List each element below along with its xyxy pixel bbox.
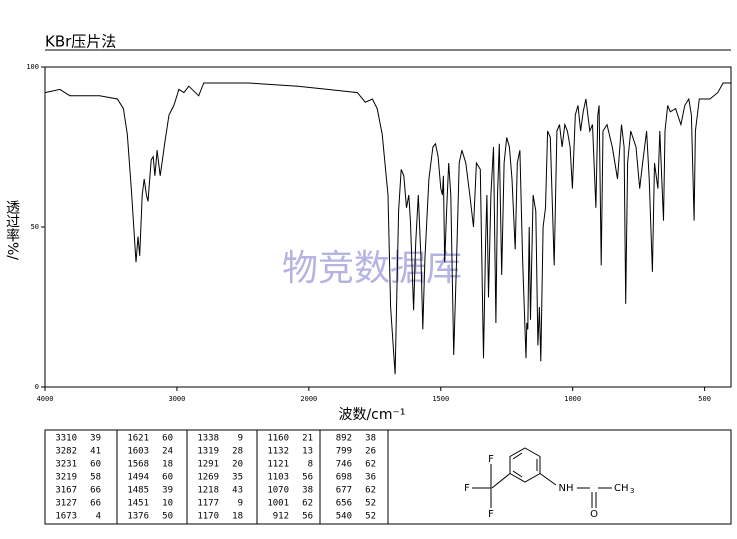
peak-transmittance: 60 [90, 460, 101, 470]
peak-wavenumber: 1001 [267, 499, 289, 509]
peak-transmittance: 36 [365, 473, 376, 483]
peak-wavenumber: 3127 [55, 499, 77, 509]
peak-transmittance: 35 [232, 473, 243, 483]
peak-transmittance: 38 [302, 486, 313, 496]
atom-label: CH [614, 483, 629, 494]
peak-wavenumber: 656 [336, 499, 352, 509]
x-tick-label: 4000 [37, 395, 54, 403]
peak-transmittance: 9 [238, 499, 243, 509]
bond [539, 473, 557, 486]
title: KBr压片法 [45, 33, 116, 51]
peak-transmittance: 62 [365, 460, 376, 470]
watermark: 物竞数据库 [282, 248, 462, 289]
peak-wavenumber: 892 [336, 434, 352, 444]
bond [491, 473, 511, 489]
peak-transmittance: 26 [365, 447, 376, 457]
peak-transmittance: 62 [365, 486, 376, 496]
peak-transmittance: 43 [232, 486, 243, 496]
peak-transmittance: 10 [162, 499, 173, 509]
peak-wavenumber: 1621 [127, 434, 149, 444]
peak-wavenumber: 1218 [197, 486, 219, 496]
peak-wavenumber: 1338 [197, 434, 219, 444]
peak-transmittance: 8 [308, 460, 313, 470]
peak-wavenumber: 1170 [197, 512, 219, 522]
spectrum-line [44, 82, 731, 375]
peak-transmittance: 66 [90, 486, 101, 496]
peak-transmittance: 18 [162, 460, 173, 470]
peak-wavenumber: 1132 [267, 447, 289, 457]
peak-wavenumber: 1103 [267, 473, 289, 483]
bond [512, 470, 523, 478]
peak-wavenumber: 677 [336, 486, 352, 496]
peak-wavenumber: 1070 [267, 486, 289, 496]
peak-transmittance: 56 [302, 473, 313, 483]
peak-transmittance: 60 [162, 434, 173, 444]
peak-wavenumber: 1291 [197, 460, 219, 470]
peak-transmittance: 58 [90, 473, 101, 483]
peak-wavenumber: 3167 [55, 486, 77, 496]
peak-wavenumber: 1603 [127, 447, 149, 457]
atom-label: F [464, 483, 470, 494]
x-tick-label: 2000 [300, 395, 317, 403]
peak-wavenumber: 1121 [267, 460, 289, 470]
atom-label: NH [559, 483, 574, 494]
atom-label: F [488, 454, 494, 465]
peak-wavenumber: 746 [336, 460, 352, 470]
bond [512, 452, 523, 460]
structure [472, 447, 612, 508]
ring [509, 447, 541, 483]
peak-transmittance: 50 [162, 512, 173, 522]
atom-subscript: 3 [630, 487, 634, 495]
peak-transmittance: 39 [162, 486, 173, 496]
peak-transmittance: 21 [302, 434, 313, 444]
x-axis-label: 波数/cm⁻¹ [338, 407, 405, 423]
peak-wavenumber: 540 [336, 512, 352, 522]
peak-wavenumber: 3310 [55, 434, 77, 444]
peak-wavenumber: 912 [273, 512, 289, 522]
peak-transmittance: 24 [162, 447, 173, 457]
peak-transmittance: 28 [232, 447, 243, 457]
x-tick-label: 3000 [168, 395, 185, 403]
peak-transmittance: 38 [365, 434, 376, 444]
y-tick-label: 0 [35, 383, 39, 391]
peak-wavenumber: 1319 [197, 447, 219, 457]
peak-wavenumber: 1451 [127, 499, 149, 509]
peak-transmittance: 39 [90, 434, 101, 444]
peak-wavenumber: 1376 [127, 512, 149, 522]
peak-wavenumber: 1485 [127, 486, 149, 496]
peak-wavenumber: 3231 [55, 460, 77, 470]
peak-wavenumber: 1177 [197, 499, 219, 509]
peak-wavenumber: 1269 [197, 473, 219, 483]
peak-wavenumber: 799 [336, 447, 352, 457]
atom-label: F [488, 509, 494, 520]
peak-transmittance: 18 [232, 512, 243, 522]
y-axis-label: 透过率%/ [4, 200, 20, 260]
plot-frame [44, 66, 732, 388]
peak-transmittance: 66 [90, 499, 101, 509]
peak-wavenumber: 1494 [127, 473, 149, 483]
y-tick-label: 100 [26, 63, 39, 71]
peak-transmittance: 9 [238, 434, 243, 444]
x-tick-label: 1500 [432, 395, 449, 403]
peak-wavenumber: 1673 [55, 512, 77, 522]
peak-transmittance: 41 [90, 447, 101, 457]
atom-label: O [590, 509, 598, 520]
peak-transmittance: 56 [302, 512, 313, 522]
x-tick-label: 1000 [564, 395, 581, 403]
peak-wavenumber: 3282 [55, 447, 77, 457]
x-tick-label: 500 [698, 395, 711, 403]
peak-wavenumber: 698 [336, 473, 352, 483]
peak-transmittance: 13 [302, 447, 313, 457]
peak-transmittance: 62 [302, 499, 313, 509]
peak-wavenumber: 1160 [267, 434, 289, 444]
peak-wavenumber: 3219 [55, 473, 77, 483]
peak-transmittance: 60 [162, 473, 173, 483]
peak-transmittance: 52 [365, 512, 376, 522]
peak-transmittance: 20 [232, 460, 243, 470]
peak-wavenumber: 1568 [127, 460, 149, 470]
peak-transmittance: 52 [365, 499, 376, 509]
peak-transmittance: 4 [96, 512, 101, 522]
y-tick-label: 50 [31, 223, 39, 231]
